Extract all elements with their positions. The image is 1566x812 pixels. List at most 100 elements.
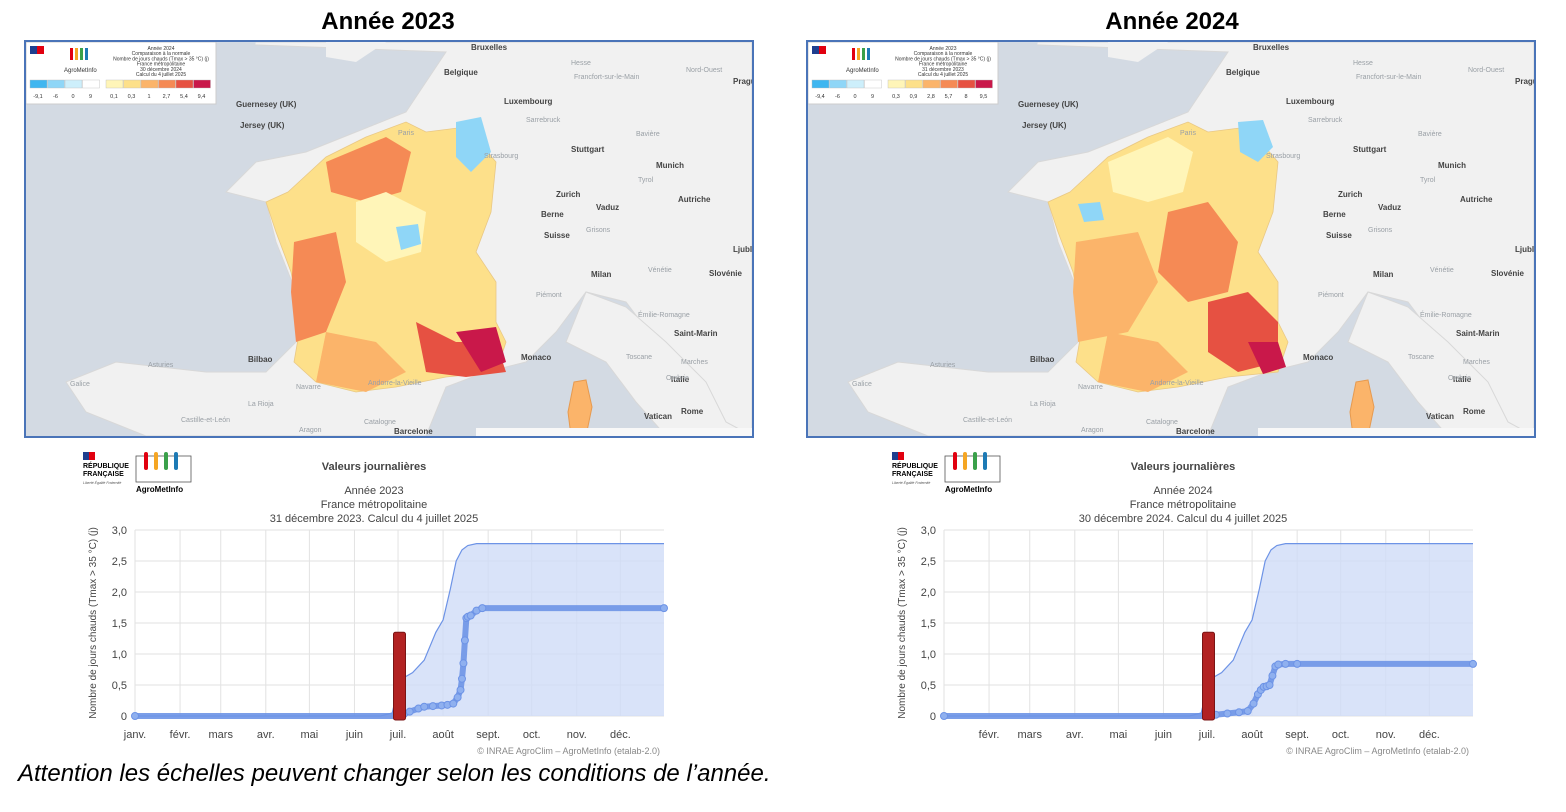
- x-tick-label: sept.: [1285, 729, 1309, 741]
- place-label: Vénétie: [648, 267, 672, 274]
- x-tick-label: déc.: [1419, 729, 1440, 741]
- place-label: Catalogne: [1146, 419, 1178, 426]
- legend-swatch: [811, 79, 830, 89]
- x-tick-label: mars: [209, 729, 234, 741]
- place-label: Munich: [656, 161, 684, 170]
- place-label: Ljubl: [733, 245, 752, 254]
- x-tick-label: févr.: [170, 729, 191, 741]
- y-tick-label: 0: [121, 711, 127, 723]
- legend-value: -9,1: [33, 94, 42, 100]
- place-label: Toscane: [1408, 354, 1434, 361]
- legend-value: 9: [89, 94, 92, 100]
- y-tick-label: 0,5: [112, 680, 127, 692]
- x-tick-label: mai: [1110, 729, 1128, 741]
- region-blue-east: [456, 117, 491, 172]
- legend-swatch: [940, 79, 958, 89]
- place-label: Barcelone: [1176, 427, 1215, 436]
- legend-box: [26, 42, 217, 105]
- legend-swatch: [829, 79, 847, 89]
- y-axis-label: Nombre de jours chauds (Tmax > 35 °C) (j…: [897, 527, 908, 719]
- agrometinfo-bar-icon: [164, 452, 168, 470]
- agrometinfo-bar-icon: [953, 452, 957, 470]
- region-blue-brittany: [1078, 202, 1104, 222]
- place-label: Luxembourg: [504, 97, 553, 106]
- daily-point: [449, 699, 458, 708]
- place-label: Monaco: [521, 353, 551, 362]
- italy: [565, 291, 752, 436]
- place-label: Stuttgart: [1353, 145, 1387, 154]
- place-label: Andorre-la-Vieille: [368, 380, 422, 387]
- place-label: Andorre-la-Vieille: [1150, 380, 1204, 387]
- daily-point: [1268, 671, 1277, 680]
- map-canvas-2024: Bruxelles Belgique Luxembourg Guernesey (UK…: [808, 42, 1534, 436]
- legend-swatch: [922, 79, 941, 89]
- normal-band-area: [944, 543, 1473, 716]
- x-tick-label: mai: [301, 729, 319, 741]
- place-label: Tyrol: [1420, 177, 1436, 184]
- logo-republic: RÉPUBLIQUE: [892, 461, 938, 470]
- place-label: Milan: [591, 270, 612, 279]
- logo-brand: AgroMetInfo: [136, 485, 183, 494]
- legend-swatch: [193, 79, 211, 89]
- region-blue-east: [1238, 120, 1273, 162]
- y-tick-label: 3,0: [921, 525, 936, 537]
- legend-value: 2,7: [163, 94, 171, 100]
- republic-flag-icon: [898, 452, 904, 460]
- place-label: Suisse: [544, 231, 570, 240]
- region-southeast: [456, 327, 506, 372]
- republic-flag-icon: [89, 452, 95, 460]
- logo-motto: Liberté Égalité Fraternité: [83, 480, 121, 485]
- logo-motto: Liberté Égalité Fraternité: [892, 480, 930, 485]
- agrometinfo-logo-icon: [80, 48, 83, 60]
- place-label: Francfort-sur-le-Main: [1356, 74, 1421, 81]
- england-tip: [326, 42, 386, 62]
- republic-flag-icon: [819, 46, 826, 54]
- region-southeast: [1248, 342, 1286, 374]
- legend-title-line: 30 décembre 2024: [140, 67, 182, 73]
- region-southwest: [316, 332, 406, 392]
- daily-point: [1265, 681, 1274, 689]
- legend-title-line: Calcul du 4 juillet 2025: [918, 72, 969, 78]
- legend-value: 0,1: [110, 94, 118, 100]
- place-label: Strasbourg: [1266, 153, 1300, 160]
- place-label: La Rioja: [1030, 401, 1056, 408]
- legend-swatch: [105, 79, 124, 89]
- legend-title-line: Comparaison à la normale: [132, 51, 191, 57]
- place-label: Émilie-Romagne: [638, 310, 690, 319]
- legend-value: 9,5: [980, 94, 988, 100]
- agrometinfo-bar-icon: [963, 452, 967, 470]
- place-label: Berne: [1323, 210, 1346, 219]
- place-label: Saint-Marin: [674, 329, 718, 338]
- legend-swatch: [975, 79, 993, 89]
- panel-heading-2023: Année 2023: [321, 8, 455, 35]
- chart-subtitle-line: 30 décembre 2024. Calcul du 4 juillet 20…: [1079, 513, 1288, 525]
- place-label: Prague: [1515, 77, 1534, 86]
- france-regions: [1047, 120, 1289, 393]
- footnote: Attention les échelles peuvent changer s…: [18, 760, 771, 787]
- place-label: Castille-et-León: [963, 417, 1012, 424]
- legend-value: 9: [871, 94, 874, 100]
- place-label: Navarre: [296, 384, 321, 391]
- legend-swatch: [82, 79, 100, 89]
- daily-point: [1235, 708, 1244, 717]
- place-label: Milan: [1373, 270, 1394, 279]
- legend-swatch: [887, 79, 906, 89]
- corsica: [1349, 379, 1375, 436]
- place-label: Saint-Marin: [1456, 329, 1500, 338]
- place-label: Guernesey (UK): [1018, 100, 1079, 109]
- place-label: Galice: [852, 381, 872, 388]
- x-tick-label: nov.: [1376, 729, 1396, 741]
- legend-value: 9,4: [198, 94, 206, 100]
- place-label: Ombrie: [666, 375, 689, 382]
- place-label: Monaco: [1303, 353, 1333, 362]
- place-label: Luxembourg: [1286, 97, 1335, 106]
- y-tick-label: 1,0: [112, 649, 127, 661]
- region-northwest: [326, 137, 411, 202]
- legend-title-line: France métropolitaine: [919, 62, 968, 68]
- map-2023: Bruxelles Belgique Luxembourg Guernesey (UK…: [24, 40, 754, 438]
- panel-heading-2024: Année 2024: [1105, 8, 1239, 35]
- place-label: Piémont: [536, 292, 562, 299]
- date-marker: [393, 631, 406, 721]
